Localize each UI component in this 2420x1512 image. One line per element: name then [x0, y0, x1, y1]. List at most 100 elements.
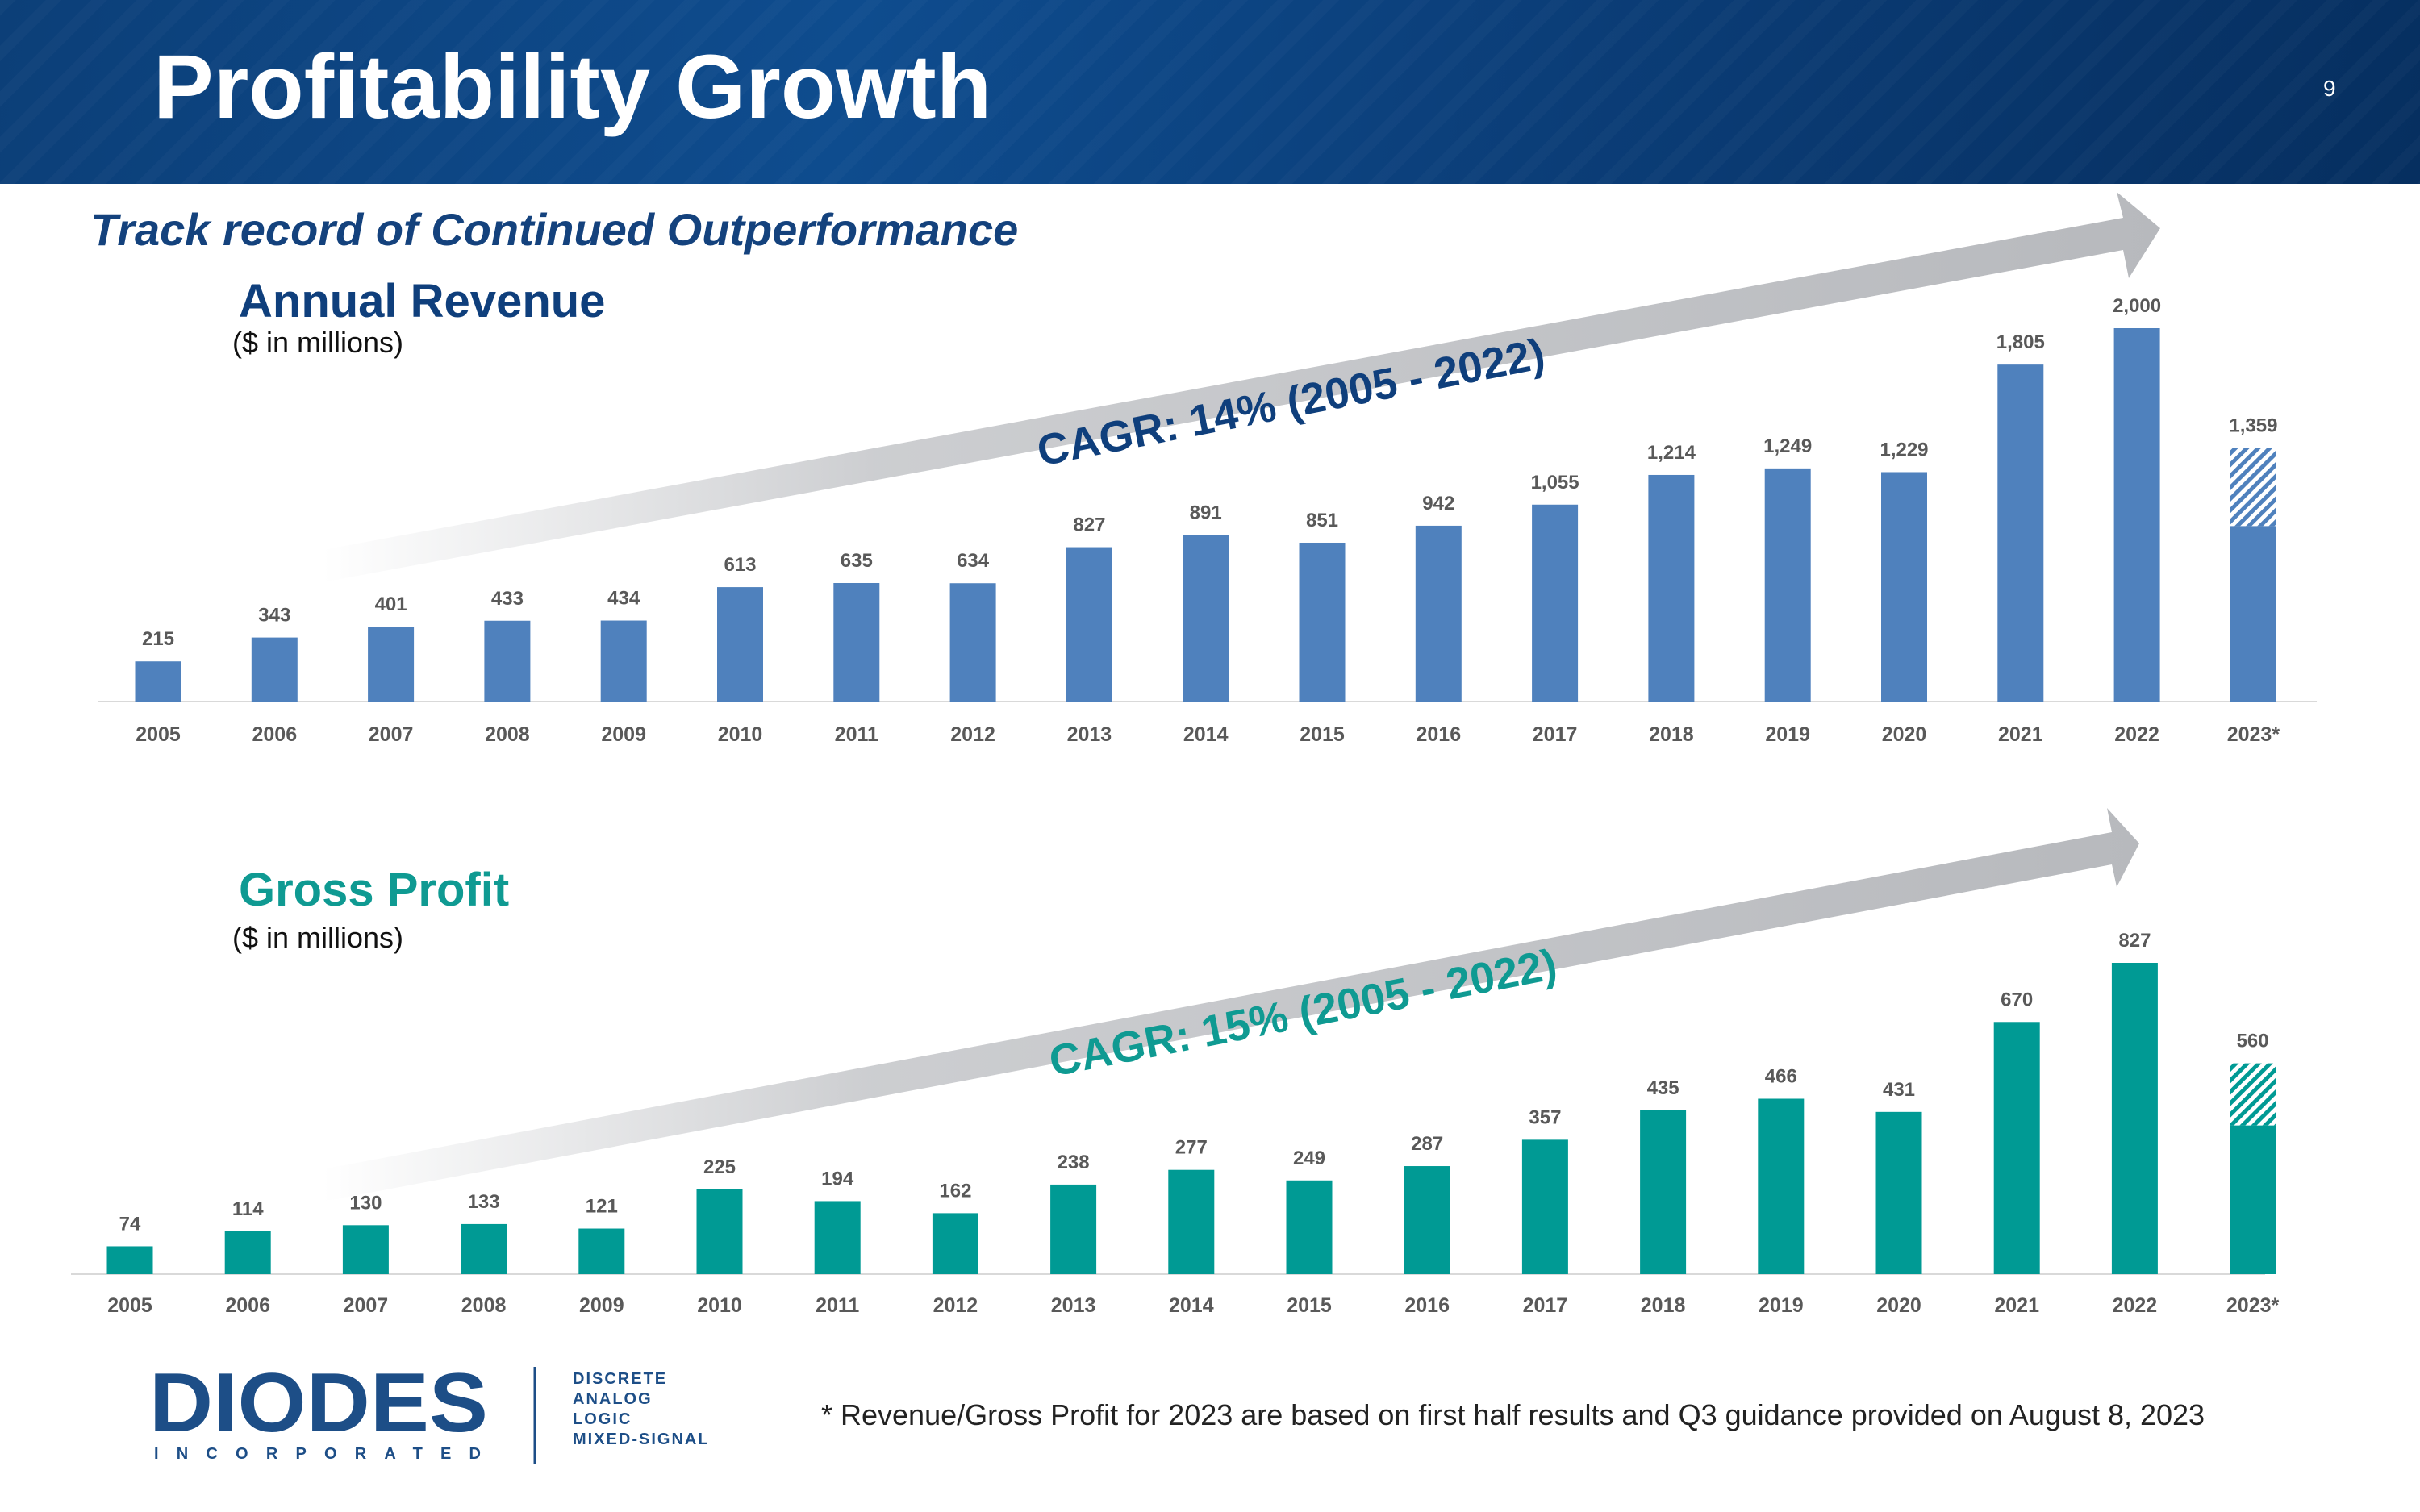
revenue-category-label: 2013 — [1067, 723, 1112, 746]
gross-profit-category-label: 2013 — [1051, 1294, 1096, 1317]
gross-profit-bar — [1640, 1110, 1687, 1274]
gross-profit-data-label: 130 — [349, 1192, 382, 1214]
revenue-bar — [2230, 526, 2276, 702]
gross-profit-category-label: 2007 — [344, 1294, 389, 1317]
gross-profit-category-label: 2011 — [816, 1294, 859, 1317]
revenue-bar — [135, 661, 182, 702]
gross-profit-bar — [1168, 1169, 1215, 1274]
revenue-bar — [1881, 472, 1927, 702]
gross-profit-category-label: 2016 — [1404, 1294, 1450, 1317]
gross-profit-data-label: 238 — [1058, 1152, 1090, 1173]
page-title: Profitability Growth — [153, 36, 992, 137]
gross-profit-category-label: 2012 — [933, 1294, 978, 1317]
logo-tag: DISCRETE — [573, 1370, 668, 1388]
gross-profit-chart-title: Gross Profit — [239, 864, 510, 916]
diodes-logo: DIODES INCORPORATED — [149, 1367, 536, 1464]
gross-profit-data-label: 162 — [939, 1180, 971, 1202]
gross-profit-data-label: 114 — [232, 1198, 264, 1220]
gross-profit-data-label: 357 — [1529, 1106, 1561, 1128]
logo-tag: MIXED-SIGNAL — [573, 1431, 710, 1448]
revenue-data-label: 1,214 — [1647, 442, 1696, 464]
gross-profit-cagr-label: CAGR: 15% (2005 - 2022) — [1045, 940, 1561, 1086]
gross-profit-category-label: 2022 — [2113, 1294, 2158, 1317]
gross-profit-data-label: 277 — [1175, 1137, 1208, 1159]
revenue-data-label: 827 — [1073, 514, 1105, 536]
revenue-bar — [368, 627, 415, 702]
revenue-data-label: 851 — [1306, 510, 1338, 531]
gross-profit-data-label: 225 — [703, 1156, 736, 1178]
revenue-data-label: 2,000 — [2113, 295, 2161, 317]
revenue-units-label: ($ in millions) — [232, 326, 404, 359]
gross-profit-data-label: 670 — [2001, 989, 2033, 1010]
revenue-data-label: 343 — [258, 605, 290, 627]
gross-profit-data-label: 827 — [2118, 930, 2151, 952]
gross-profit-bar — [342, 1225, 389, 1274]
logo-tag: ANALOG — [573, 1390, 653, 1408]
revenue-data-label: 1,249 — [1763, 435, 1812, 457]
revenue-data-label: 942 — [1422, 493, 1454, 514]
gross-profit-data-label: 74 — [119, 1213, 141, 1235]
revenue-category-label: 2015 — [1300, 723, 1345, 746]
gross-profit-bar — [932, 1213, 978, 1274]
revenue-category-label: 2008 — [485, 723, 530, 746]
revenue-bar — [2113, 328, 2160, 702]
revenue-data-label: 434 — [607, 588, 640, 610]
gross-profit-data-label: 121 — [586, 1196, 618, 1218]
revenue-category-label: 2019 — [1765, 723, 1810, 746]
slide-subtitle: Track record of Continued Outperformance — [90, 204, 1019, 255]
revenue-bar — [833, 582, 880, 702]
revenue-category-label: 2020 — [1882, 723, 1927, 746]
gross-profit-bar — [1876, 1111, 1922, 1274]
revenue-data-label: 1,359 — [2229, 414, 2277, 436]
revenue-bar — [600, 620, 647, 702]
gross-profit-bar — [578, 1228, 625, 1274]
gross-profit-category-label: 2017 — [1523, 1294, 1568, 1317]
gross-profit-category-label: 2005 — [107, 1294, 152, 1317]
revenue-category-label: 2018 — [1649, 723, 1694, 746]
gross-profit-bar — [1521, 1139, 1568, 1274]
gross-profit-bar — [224, 1231, 271, 1274]
revenue-category-label: 2012 — [950, 723, 995, 746]
footnote: * Revenue/Gross Profit for 2023 are base… — [821, 1398, 2205, 1431]
revenue-category-label: 2007 — [369, 723, 414, 746]
revenue-data-label: 433 — [491, 588, 524, 610]
gross-profit-bar — [814, 1201, 861, 1274]
gross-profit-data-label: 466 — [1765, 1065, 1797, 1087]
revenue-data-label: 613 — [724, 554, 756, 576]
revenue-category-label: 2005 — [136, 723, 181, 746]
gross-profit-category-label: 2020 — [1876, 1294, 1921, 1317]
revenue-category-label: 2014 — [1183, 723, 1229, 746]
revenue-category-label: 2017 — [1533, 723, 1578, 746]
revenue-bar — [717, 587, 763, 702]
revenue-category-label: 2010 — [718, 723, 763, 746]
revenue-bar — [1997, 364, 2044, 702]
gross-profit-data-label: 435 — [1647, 1077, 1679, 1099]
revenue-category-label: 2021 — [1998, 723, 2043, 746]
gross-profit-category-label: 2009 — [579, 1294, 624, 1317]
revenue-data-label: 215 — [142, 628, 174, 650]
gross-profit-category-label: 2019 — [1759, 1294, 1804, 1317]
revenue-bar — [1648, 474, 1695, 702]
gross-profit-bar — [106, 1246, 153, 1274]
revenue-data-label: 1,229 — [1880, 439, 1928, 460]
gross-profit-bar — [696, 1189, 743, 1274]
gross-profit-bar — [2111, 963, 2158, 1274]
revenue-data-label: 1,805 — [1996, 331, 2045, 353]
gross-profit-data-label: 194 — [821, 1168, 854, 1189]
revenue-data-label: 635 — [841, 550, 873, 572]
revenue-category-label: 2016 — [1416, 723, 1461, 746]
gross-profit-data-label: 133 — [468, 1191, 500, 1213]
revenue-cagr-arrow — [323, 192, 2160, 582]
revenue-bar — [1183, 535, 1229, 702]
revenue-category-label: 2011 — [835, 723, 878, 746]
gross-profit-data-label: 249 — [1293, 1148, 1325, 1169]
gross-profit-category-label: 2014 — [1169, 1294, 1214, 1317]
revenue-bar — [1764, 468, 1811, 702]
gross-profit-bar — [461, 1223, 507, 1274]
gross-profit-bar-projected — [2230, 1063, 2276, 1126]
gross-profit-data-label: 560 — [2237, 1031, 2269, 1052]
gross-profit-category-label: 2010 — [697, 1294, 742, 1317]
logo-tagline: DISCRETE ANALOG LOGIC MIXED-SIGNAL — [573, 1369, 710, 1450]
revenue-data-label: 1,055 — [1531, 472, 1579, 494]
